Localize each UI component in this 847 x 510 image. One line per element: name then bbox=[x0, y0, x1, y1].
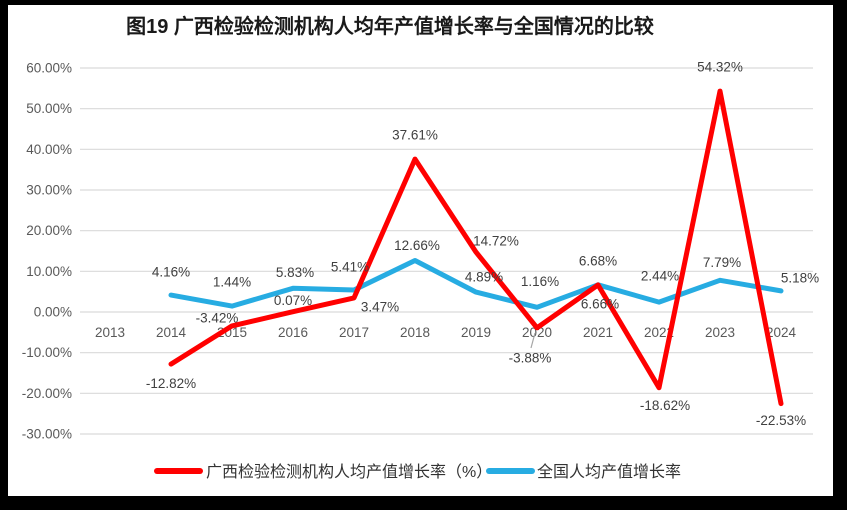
y-axis-tick-label: 40.00% bbox=[26, 142, 72, 157]
data-label-national-2022: 2.44% bbox=[641, 269, 679, 284]
y-axis-tick-label: 10.00% bbox=[26, 264, 72, 279]
data-label-national-2015: 1.44% bbox=[213, 275, 251, 290]
legend: 广西检验检测机构人均产值增长率（%） 全国人均产值增长率 bbox=[154, 463, 681, 481]
chart-title: 图19 广西检验检测机构人均年产值增长率与全国情况的比较 bbox=[126, 14, 654, 38]
x-axis-tick-label: 2014 bbox=[156, 325, 187, 340]
y-axis-tick-label: -30.00% bbox=[22, 427, 72, 442]
y-axis-labels: 60.00% 50.00% 40.00% 30.00% 20.00% 10.00% 0.00… bbox=[22, 60, 72, 441]
gridlines bbox=[80, 67, 813, 435]
series-lines bbox=[168, 88, 784, 407]
data-label-national-2018: 12.66% bbox=[394, 238, 440, 253]
series-line-guangxi bbox=[168, 88, 784, 407]
data-label-national-2021: 6.68% bbox=[579, 253, 617, 268]
x-axis-tick-label: 2019 bbox=[461, 325, 491, 340]
data-label-national-2016: 5.83% bbox=[276, 265, 314, 280]
y-axis-tick-label: 30.00% bbox=[26, 182, 72, 197]
y-axis-tick-label: 60.00% bbox=[26, 60, 72, 75]
data-label-national-2014: 4.16% bbox=[152, 265, 190, 280]
x-axis-tick-label: 2018 bbox=[400, 325, 430, 340]
leader-line bbox=[530, 332, 536, 349]
label-leader-line bbox=[530, 332, 536, 349]
x-axis-tick-label: 2022 bbox=[644, 325, 674, 340]
data-label-national-2020: 1.16% bbox=[521, 274, 559, 289]
data-label-guangxi-2014: -12.82% bbox=[146, 376, 196, 391]
x-axis-tick-label: 2020 bbox=[522, 325, 552, 340]
x-axis-tick-label: 2016 bbox=[278, 325, 308, 340]
y-axis-tick-label: -10.00% bbox=[22, 345, 72, 360]
data-label-guangxi-2022: -18.62% bbox=[640, 398, 690, 413]
data-label-national-2019: 4.89% bbox=[465, 270, 503, 285]
x-axis-tick-label: 2013 bbox=[95, 325, 125, 340]
data-label-guangxi-2020: -3.88% bbox=[509, 350, 552, 365]
y-axis-tick-label: 20.00% bbox=[26, 223, 72, 238]
chart-canvas bbox=[8, 5, 833, 496]
data-label-national-2023: 7.79% bbox=[703, 255, 741, 270]
data-label-guangxi-2021: 6.66% bbox=[581, 296, 619, 311]
x-axis-tick-label: 2021 bbox=[583, 325, 613, 340]
x-axis-tick-label: 2023 bbox=[705, 325, 735, 340]
data-label-guangxi-2019: 14.72% bbox=[473, 234, 519, 249]
data-label-guangxi-2017: 3.47% bbox=[361, 299, 399, 314]
y-axis-tick-label: -20.00% bbox=[22, 386, 72, 401]
data-label-national-2017: 5.41% bbox=[331, 259, 369, 274]
data-label-guangxi-2024: -22.53% bbox=[756, 413, 806, 428]
data-labels: -12.82% -3.42% 0.07% 3.47% 37.61% 14.72% -3.88… bbox=[146, 60, 819, 429]
legend-label-national: 全国人均产值增长率 bbox=[537, 463, 681, 481]
data-label-guangxi-2023: 54.32% bbox=[697, 60, 743, 75]
x-axis-tick-label: 2017 bbox=[339, 325, 369, 340]
legend-label-guangxi: 广西检验检测机构人均产值增长率（%） bbox=[206, 463, 492, 481]
x-axis-labels: 2013 2014 2015 2016 2017 2018 2019 2020 2021 2022… bbox=[95, 325, 797, 340]
data-label-guangxi-2016: 0.07% bbox=[274, 293, 312, 308]
data-label-national-2024: 5.18% bbox=[781, 270, 819, 285]
y-axis-tick-label: 50.00% bbox=[26, 101, 72, 116]
data-label-guangxi-2018: 37.61% bbox=[392, 128, 438, 143]
y-axis-tick-label: 0.00% bbox=[34, 305, 72, 320]
data-label-guangxi-2015: -3.42% bbox=[196, 310, 239, 325]
x-axis-tick-label: 2024 bbox=[766, 325, 797, 340]
